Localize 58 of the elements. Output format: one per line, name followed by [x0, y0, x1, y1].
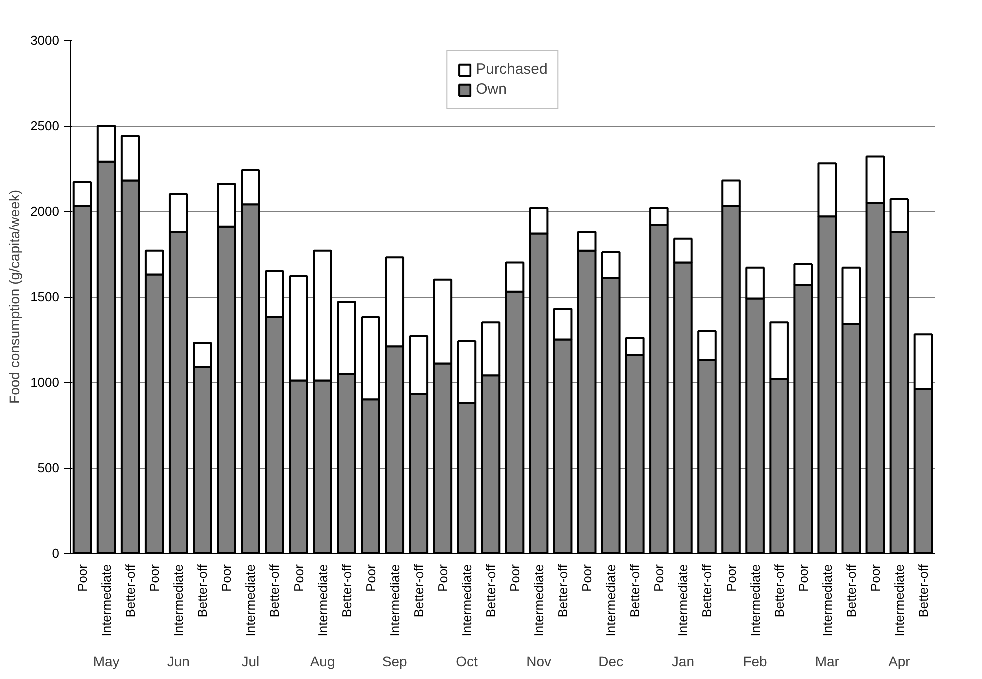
y-axis-title: Food consumption (g/capita/week) [6, 190, 23, 404]
x-tick-label: Intermediate [243, 564, 258, 637]
x-tick-label: Better-off [339, 564, 354, 618]
text: Sep [382, 654, 408, 670]
text: Dec [598, 654, 624, 670]
text: Oct [456, 654, 478, 670]
x-tick-label: Better-off [844, 564, 859, 618]
x-tick-label: Better-off [411, 564, 426, 618]
x-tick-label: Better-off [700, 564, 715, 618]
x-tick-label: Better-off [556, 564, 571, 618]
x-tick-label: Intermediate [459, 564, 474, 637]
y-tick-label: 2000 [30, 204, 60, 219]
x-tick-label: Intermediate [171, 564, 186, 637]
x-tick-label: Poor [219, 564, 234, 592]
x-tick-label: Intermediate [532, 564, 547, 637]
y-tick-label: 3000 [30, 33, 60, 48]
x-tick-label: Poor [147, 564, 162, 592]
text: Jul [242, 654, 260, 670]
y-tick-label: 0 [52, 546, 60, 561]
y-tick-label: 2500 [30, 118, 60, 134]
x-tick-label: Intermediate [387, 564, 402, 637]
x-tick-label: Better-off [123, 564, 138, 618]
x-tick-label: Intermediate [892, 564, 907, 637]
y-tick-label: 1500 [30, 290, 60, 304]
legend-label: Own [476, 81, 507, 98]
legend-label: Purchased [476, 61, 548, 78]
x-tick-label: Intermediate [676, 564, 691, 637]
x-tick-label: Poor [435, 564, 450, 592]
text: Nov [526, 654, 552, 670]
text: Jun [167, 654, 190, 670]
x-tick-label: Better-off [772, 564, 787, 618]
y-tick-label: 1000 [30, 375, 60, 390]
x-tick-label: Poor [75, 564, 90, 592]
x-tick-label: Poor [291, 564, 306, 592]
text: Feb [743, 654, 768, 670]
x-tick-label: Poor [363, 564, 378, 592]
x-tick-label: Better-off [628, 564, 643, 618]
text: Apr [888, 654, 911, 670]
text: May [93, 654, 120, 670]
x-tick-label: Better-off [267, 564, 282, 618]
x-tick-label: Poor [508, 564, 523, 592]
x-tick-label: Poor [652, 564, 667, 592]
x-tick-label: Poor [724, 564, 739, 592]
text: Aug [310, 654, 336, 670]
text: Jan [672, 654, 694, 670]
y-tick-label: 500 [38, 460, 60, 476]
x-tick-label: Intermediate [820, 564, 835, 637]
x-tick-label: Poor [868, 564, 883, 592]
x-tick-label: Better-off [916, 564, 931, 618]
x-tick-label: Intermediate [604, 564, 619, 637]
x-tick-label: Poor [580, 564, 595, 592]
x-tick-label: Intermediate [99, 564, 114, 637]
x-tick-label: Poor [796, 564, 811, 592]
x-tick-label: Better-off [195, 564, 210, 618]
text: Mar [815, 654, 840, 670]
x-tick-label: Intermediate [315, 564, 330, 637]
x-tick-label: Better-off [483, 564, 498, 618]
x-tick-label: Intermediate [748, 564, 763, 637]
